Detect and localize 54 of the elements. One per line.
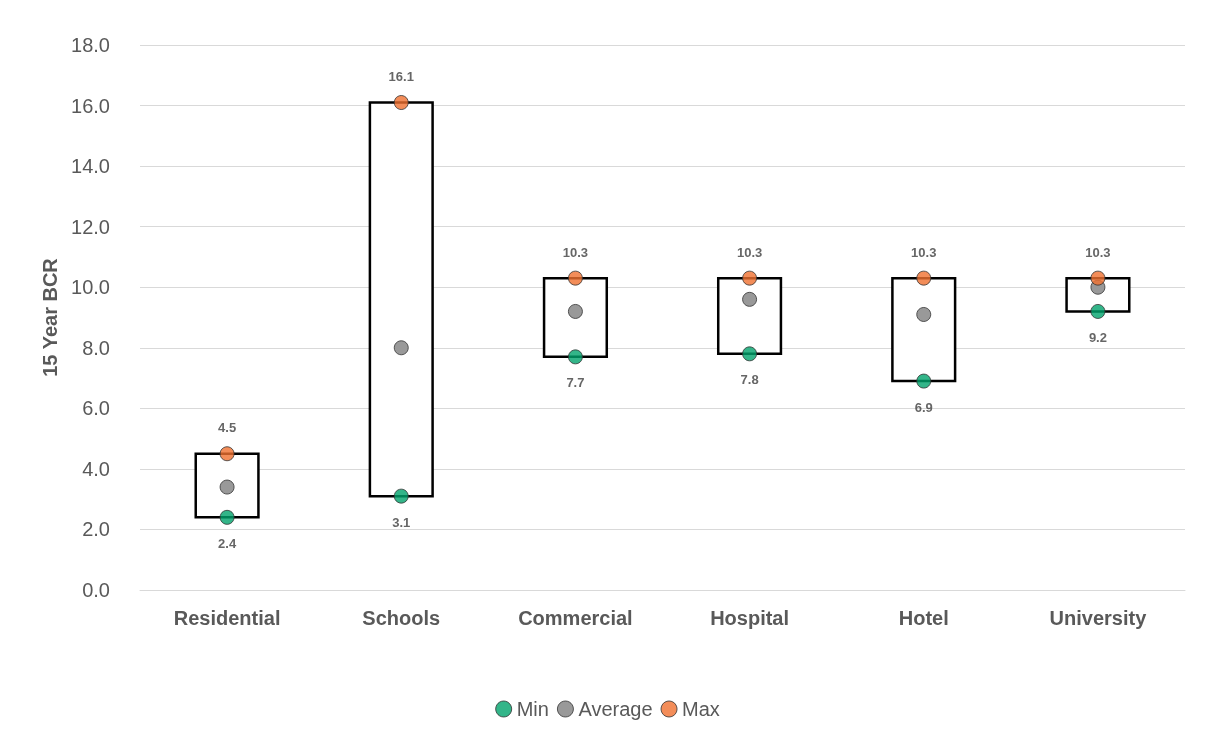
x-tick-label: Hospital (710, 607, 790, 629)
bar (716, 276, 783, 356)
x-tick-label: Schools (362, 607, 441, 629)
legend-label: Average (578, 698, 653, 720)
point (742, 291, 758, 307)
data-label: 4.5 (218, 420, 237, 436)
point (219, 509, 235, 525)
point (219, 479, 235, 495)
bar (368, 101, 434, 498)
x-tick-label: Residential (173, 607, 281, 629)
data-label: 2.4 (218, 535, 237, 551)
y-tick-label: 2.0 (82, 518, 110, 541)
y-tick-label: 10.0 (71, 276, 110, 299)
bar (542, 276, 609, 359)
point (393, 95, 409, 111)
data-label: 10.3 (562, 244, 589, 260)
point (916, 270, 932, 286)
y-tick-label: 16.0 (71, 94, 110, 117)
point (393, 488, 409, 504)
data-label: 10.3 (1085, 244, 1111, 260)
data-label: 6.9 (914, 399, 933, 415)
y-tick-label: 0.0 (82, 579, 110, 601)
legend-label: Max (682, 698, 720, 720)
y-tick-label: 12.0 (71, 215, 110, 238)
y-tick-label: 6.0 (82, 397, 110, 420)
point (742, 270, 758, 286)
y-tick-label: 8.0 (82, 336, 110, 359)
bar (194, 452, 260, 519)
point (1090, 270, 1106, 286)
x-tick-label: University (1049, 607, 1148, 629)
point (916, 373, 932, 389)
legend-label: Min (516, 698, 549, 720)
x-tick-label: Commercial (518, 607, 633, 629)
data-label: 7.8 (740, 372, 759, 388)
y-tick-label: 18.0 (71, 34, 110, 56)
data-label: 10.3 (736, 244, 763, 260)
y-tick-label: 4.0 (82, 457, 110, 480)
point (393, 340, 409, 356)
x-tick-label: Hotel (898, 607, 949, 629)
point (567, 349, 583, 365)
y-axis-title: 15 Year BCR (39, 257, 61, 377)
y-tick-label: 14.0 (71, 155, 110, 178)
data-label: 3.1 (392, 514, 411, 530)
point (567, 303, 583, 319)
data-label: 9.2 (1088, 329, 1107, 345)
point (567, 270, 583, 286)
point (219, 446, 235, 462)
data-label: 7.7 (566, 375, 585, 391)
bar (891, 276, 957, 383)
point (1090, 303, 1106, 319)
point (742, 346, 758, 362)
data-label: 16.1 (388, 69, 414, 85)
point (916, 306, 932, 322)
data-label: 10.3 (911, 244, 937, 260)
